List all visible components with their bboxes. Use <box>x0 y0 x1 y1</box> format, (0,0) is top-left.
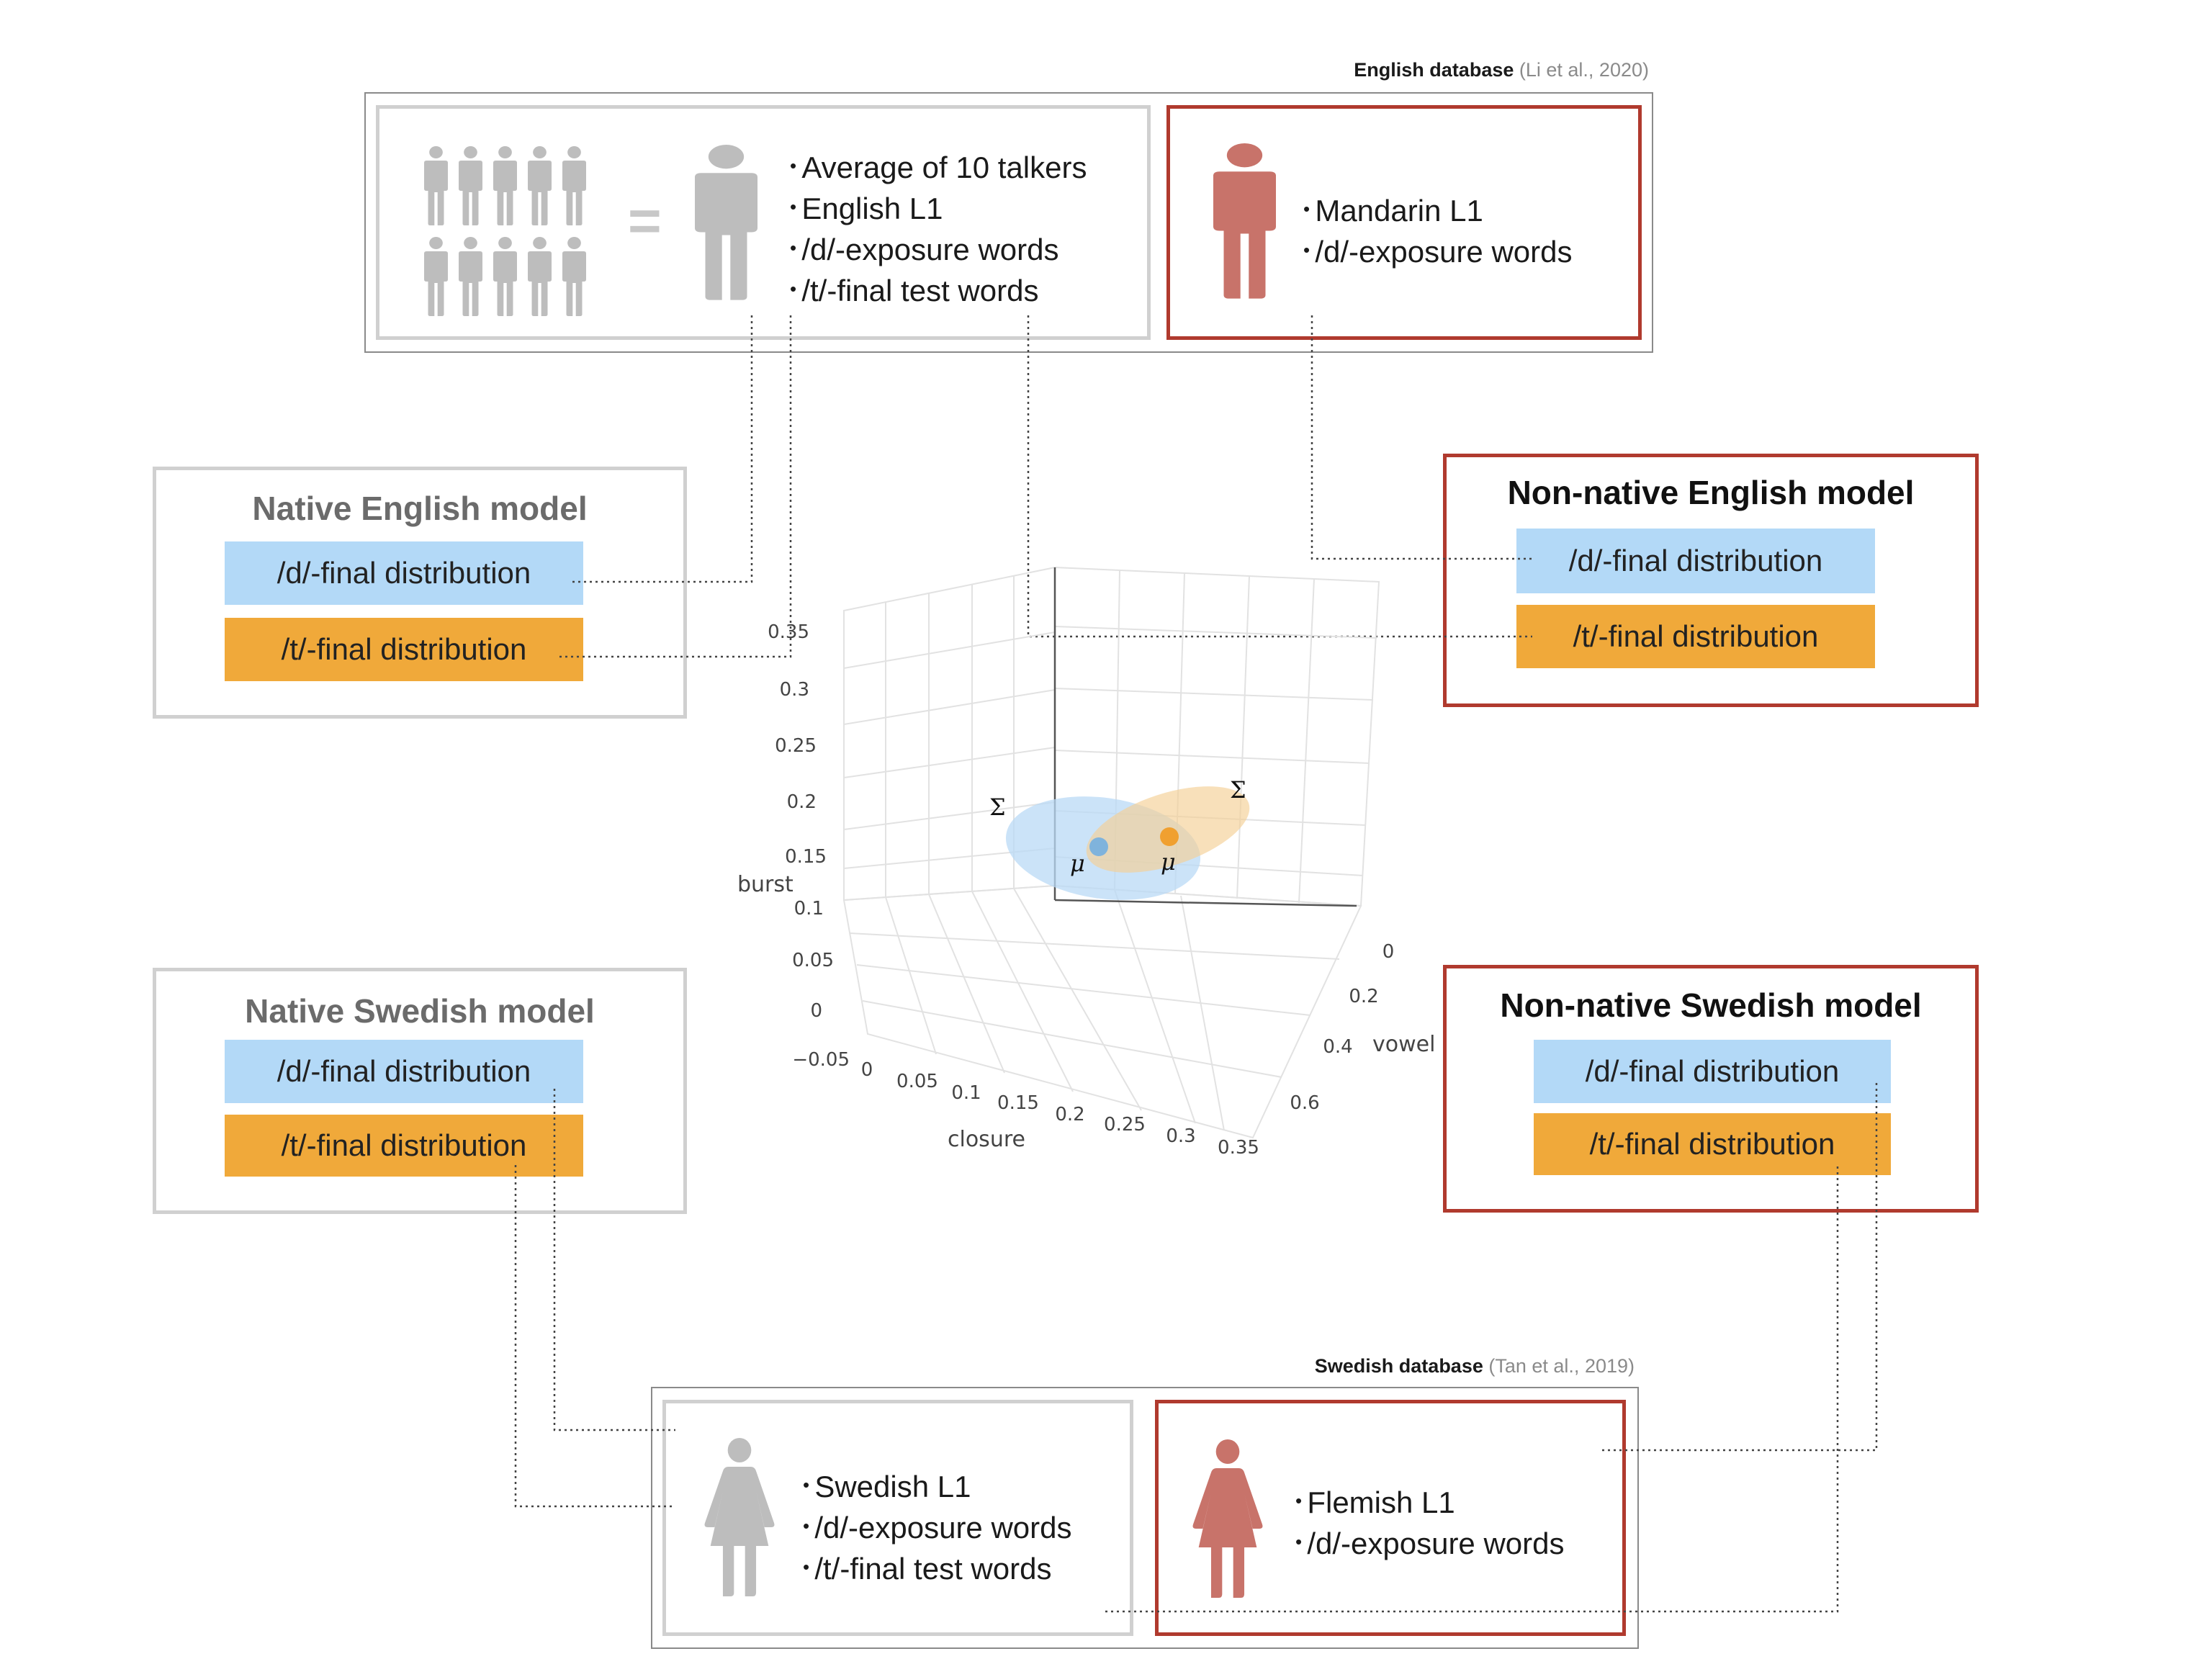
swedish-nonnative-bullets: Flemish L1 /d/-exposure words <box>1295 1481 1565 1563</box>
nonnative-swedish-d-distribution: /d/-final distribution <box>1534 1040 1891 1103</box>
closure-tick: 0.25 <box>1104 1114 1146 1136</box>
closure-tick: 0.2 <box>1055 1104 1084 1125</box>
swedish-native-talker-box: Swedish L1 /d/-exposure words /t/-final … <box>662 1400 1133 1636</box>
bullet-item: Average of 10 talkers <box>790 146 1087 187</box>
nonnative-english-model-title: Non-native English model <box>1507 474 1915 511</box>
english-database-title: English database <box>1354 59 1514 81</box>
d-mean-point <box>1089 837 1108 856</box>
vowel-axis-label: vowel <box>1372 1032 1435 1057</box>
bullet-item: Mandarin L1 <box>1303 189 1573 230</box>
english-database-frame <box>364 92 1653 353</box>
swedish-native-bullets: Swedish L1 /d/-exposure words /t/-final … <box>803 1465 1072 1588</box>
bullet-item: /d/-exposure words <box>790 228 1087 269</box>
nonnative-english-t-distribution: /t/-final distribution <box>1516 605 1875 668</box>
closure-tick: 0.05 <box>896 1071 938 1092</box>
burst-tick: 0.35 <box>768 621 809 643</box>
vowel-tick: 0.4 <box>1323 1036 1352 1058</box>
burst-tick: 0 <box>810 1000 822 1022</box>
bullet-item: /d/-exposure words <box>1303 230 1572 271</box>
native-english-d-distribution: /d/-final distribution <box>225 541 583 605</box>
english-nonnative-talker-box: Mandarin L1 /d/-exposure words <box>1166 105 1642 340</box>
t-sigma-label: Σ <box>1230 776 1246 804</box>
native-english-model-title: Native English model <box>252 490 588 527</box>
english-native-talker-box: = Average of 10 talkers English L1 /d/-e… <box>376 105 1151 340</box>
swedish-database-title: Swedish database <box>1314 1355 1483 1377</box>
burst-tick: −0.05 <box>792 1049 850 1071</box>
d-sigma-label: Σ <box>989 793 1006 821</box>
bullet-item: /d/-exposure words <box>1295 1522 1564 1563</box>
equals-sign: = <box>628 189 662 253</box>
vowel-tick: 0.6 <box>1290 1092 1319 1114</box>
english-native-bullets: Average of 10 talkers English L1 /d/-exp… <box>790 146 1087 310</box>
t-mean-point <box>1160 827 1179 846</box>
female-person-icon <box>704 1438 775 1596</box>
bullet-item: English L1 <box>790 187 1087 228</box>
closure-tick: 0.1 <box>951 1082 981 1104</box>
closure-tick: 0.15 <box>997 1092 1039 1114</box>
english-database-citation: (Li et al., 2020) <box>1519 59 1649 81</box>
burst-tick: 0.2 <box>787 791 817 813</box>
bullet-item: /t/-final test words <box>790 269 1087 310</box>
nonnative-swedish-model-title: Non-native Swedish model <box>1500 986 1922 1024</box>
native-english-t-distribution: /t/-final distribution <box>225 618 583 681</box>
native-swedish-d-distribution: /d/-final distribution <box>225 1040 583 1103</box>
d-mu-label: μ <box>1070 850 1085 877</box>
closure-tick: 0.35 <box>1218 1137 1259 1159</box>
bullet-item: /t/-final test words <box>803 1547 1072 1588</box>
nonnative-swedish-t-distribution: /t/-final distribution <box>1534 1113 1891 1175</box>
burst-tick: 0.3 <box>780 679 809 701</box>
closure-tick: 0.3 <box>1166 1125 1195 1147</box>
vowel-tick: 0.2 <box>1349 986 1378 1007</box>
swedish-nonnative-talker-box: Flemish L1 /d/-exposure words <box>1155 1400 1626 1636</box>
native-swedish-t-distribution: /t/-final distribution <box>225 1115 583 1177</box>
gaussian-3d-plot: Σ Σ μ μ 0.35 0.3 0.25 0.2 0.15 0.1 0.05 … <box>737 566 1435 1159</box>
native-swedish-model-title: Native Swedish model <box>245 992 595 1030</box>
english-database-label: English database (Li et al., 2020) <box>1260 59 1649 81</box>
bullet-item: Flemish L1 <box>1295 1481 1565 1522</box>
male-person-icon <box>1213 143 1276 299</box>
burst-axis-label: burst <box>737 872 793 897</box>
burst-tick: 0.15 <box>785 846 827 868</box>
english-nonnative-bullets: Mandarin L1 /d/-exposure words <box>1303 189 1573 271</box>
burst-tick: 0.05 <box>792 950 834 971</box>
t-mu-label: μ <box>1161 848 1176 876</box>
closure-axis-label: closure <box>948 1127 1025 1152</box>
closure-tick: 0 <box>861 1059 873 1081</box>
person-group-icon <box>424 146 586 316</box>
bullet-item: Swedish L1 <box>803 1465 1072 1506</box>
burst-tick: 0.25 <box>775 735 817 757</box>
bullet-item: /d/-exposure words <box>803 1506 1071 1547</box>
male-person-icon <box>695 145 757 300</box>
nonnative-english-d-distribution: /d/-final distribution <box>1516 529 1875 593</box>
burst-tick: 0.1 <box>794 898 824 920</box>
swedish-database-label: Swedish database (Tan et al., 2019) <box>1238 1355 1635 1377</box>
female-person-icon <box>1192 1439 1263 1598</box>
swedish-database-citation: (Tan et al., 2019) <box>1488 1355 1635 1377</box>
vowel-tick: 0 <box>1382 941 1395 963</box>
